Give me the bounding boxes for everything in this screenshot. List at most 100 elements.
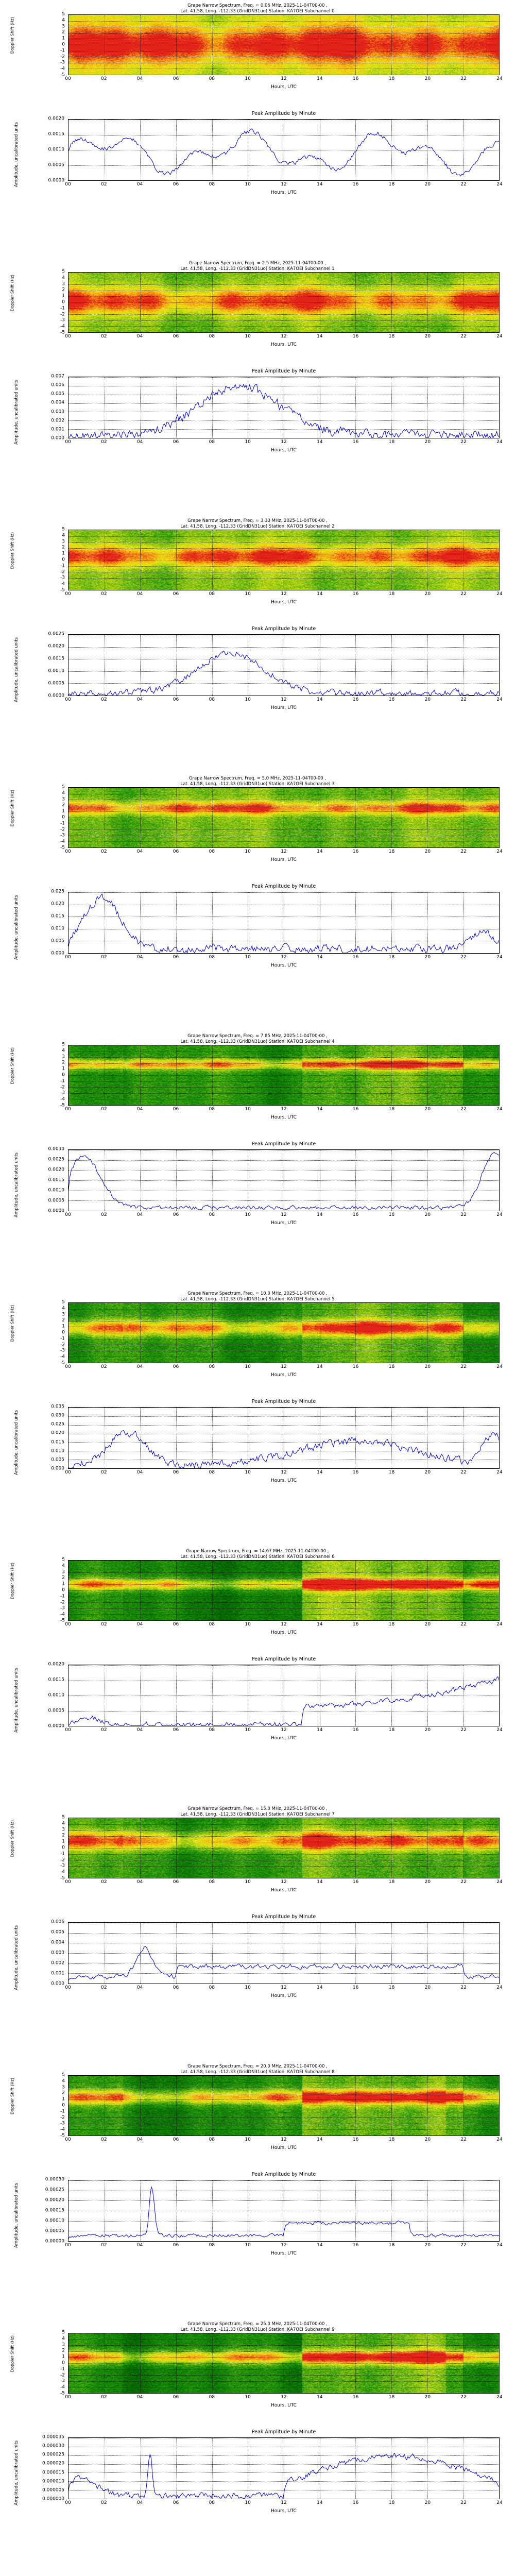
spectrogram-title-line2: Lat. 41.58, Long. -112.33 (GridDN31uo) S… [180, 781, 335, 787]
spec-xtick: 12 [281, 849, 287, 854]
spectrogram-image [68, 2076, 499, 2136]
spectrogram-wrap: Doppler Shift (Hz) 5 4 3 2 1 0 -1 -2 -3 -4 -5 00 02 04… [0, 269, 515, 349]
spec-xtick: 16 [352, 1879, 359, 1885]
line-xtick: 18 [388, 955, 395, 960]
line-xtick: 12 [281, 697, 287, 702]
spec-xtick: 24 [496, 1879, 503, 1885]
spec-xtick: 10 [245, 1622, 251, 1627]
line-ytick: 0.010 [51, 1448, 64, 1454]
peak-amplitude-title: Peak Amplitude by Minute [251, 884, 316, 889]
line-ytick: 0.000 [51, 1466, 64, 1471]
line-ytick: 0.0020 [48, 643, 65, 649]
spec-ytick: -3 [60, 317, 65, 323]
spec-xtick: 22 [460, 2137, 467, 2142]
spec-xtick: 00 [65, 2137, 71, 2142]
line-ytick: 0.0000 [48, 1723, 65, 1729]
spectrogram-wrap: Doppler Shift (Hz) 5 4 3 2 1 0 -1 -2 -3 -4 -5 00 02 04… [0, 12, 515, 92]
line-ytick: 0.005 [51, 391, 64, 397]
line-xtick: 20 [424, 439, 431, 445]
spectrogram-plot-area [68, 1045, 500, 1106]
line-ytick: 0.00005 [45, 2228, 64, 2234]
spectrogram-y-ticks: 5 4 3 2 1 0 -1 -2 -3 -4 -5 [52, 527, 66, 592]
line-ytick: 0.0015 [48, 1177, 65, 1183]
peak-amplitude-title: Peak Amplitude by Minute [251, 111, 316, 116]
peak-amplitude-x-ticks: 00 02 04 06 08 10 12 14 16 18 20 22 24 [65, 2500, 502, 2507]
spec-xtick: 06 [173, 2137, 179, 2142]
spectrogram-y-ticks: 5 4 3 2 1 0 -1 -2 -3 -4 -5 [52, 269, 66, 335]
spec-xtick: 16 [352, 849, 359, 854]
peak-amplitude-plot-area [68, 892, 500, 954]
spectrogram-image [68, 1561, 499, 1620]
line-xtick: 08 [209, 182, 215, 187]
spec-ytick: -2 [60, 312, 65, 317]
spec-xtick: 12 [281, 591, 287, 597]
spec-ytick: 3 [62, 2084, 65, 2090]
spec-xtick: 08 [209, 76, 215, 81]
line-xtick: 02 [101, 1727, 107, 1733]
spec-ytick: 5 [62, 784, 65, 790]
spec-xtick: 04 [136, 1622, 143, 1627]
peak-amplitude-series [68, 892, 499, 953]
spec-xtick: 14 [317, 1364, 323, 1369]
line-xtick: 02 [101, 439, 107, 445]
peak-amplitude-y-ticks: 0.0000 0.0005 0.0010 0.0015 0.0020 [10, 1662, 66, 1729]
line-ytick: 0.0000 [48, 1208, 65, 1214]
spectrogram-y-axis-label: Doppler Shift (Hz) [10, 1562, 15, 1600]
spec-xtick: 22 [460, 1622, 467, 1627]
spec-xtick: 16 [352, 76, 359, 81]
line-xtick: 00 [65, 1985, 71, 1990]
spectrogram-title-line1: Grape Narrow Spectrum, Freq. = 2.5 MHz, … [188, 261, 327, 266]
peak-amplitude-wrap: Peak Amplitude by Minute Amplitude, uncal… [0, 1399, 515, 1543]
spectrogram-title-line2: Lat. 41.58, Long. -112.33 (GridDN31uo) S… [180, 1811, 335, 1817]
line-ytick: 0.000 [51, 435, 64, 441]
spec-ytick: 0 [62, 1845, 65, 1851]
line-ytick: 0.005 [51, 938, 64, 944]
line-xtick: 06 [173, 1727, 179, 1733]
spec-xtick: 14 [317, 591, 323, 597]
line-ytick: 0.006 [51, 382, 64, 388]
spec-xtick: 00 [65, 1107, 71, 1112]
line-xtick: 16 [352, 955, 359, 960]
spec-xtick: 18 [388, 2137, 395, 2142]
spec-xtick: 16 [352, 591, 359, 597]
line-ytick: 0.0020 [48, 1167, 65, 1173]
spectrogram-plot-area [68, 1302, 500, 1363]
spec-xtick: 20 [424, 2395, 431, 2400]
line-xtick: 08 [209, 2243, 215, 2248]
line-ytick: 0.000015 [42, 2470, 64, 2476]
spec-xtick: 08 [209, 591, 215, 597]
spectrogram-wrap: Doppler Shift (Hz) 5 4 3 2 1 0 -1 -2 -3 -4 -5 00 02 04… [0, 1042, 515, 1122]
line-xtick: 22 [460, 1212, 467, 1217]
spec-xtick: 22 [460, 1364, 467, 1369]
spec-xtick: 02 [101, 1107, 107, 1112]
line-xtick: 00 [65, 2243, 71, 2248]
spec-ytick: -3 [60, 1863, 65, 1869]
spec-ytick: -4 [60, 2127, 65, 2132]
line-xtick: 10 [245, 439, 251, 445]
line-xtick: 22 [460, 1727, 467, 1733]
peak-amplitude-plot-area [68, 1149, 500, 1211]
line-xtick: 02 [101, 182, 107, 187]
spec-xtick: 14 [317, 76, 323, 81]
line-ytick: 0.0005 [48, 162, 65, 168]
spectrogram-x-axis-label: Hours, UTC [271, 342, 297, 347]
line-xtick: 18 [388, 439, 395, 445]
spec-ytick: 0 [62, 299, 65, 305]
peak-amplitude-wrap: Peak Amplitude by Minute Amplitude, uncal… [0, 1141, 515, 1285]
spec-ytick: 2 [62, 287, 65, 293]
spectrum-panel-group-6: Grape Narrow Spectrum, Freq. = 14.67 MHz… [0, 1546, 515, 1803]
peak-amplitude-x-axis-label: Hours, UTC [271, 963, 297, 968]
line-xtick: 04 [136, 2500, 143, 2505]
spec-ytick: 1 [62, 1839, 65, 1844]
spec-xtick: 10 [245, 849, 251, 854]
spec-xtick: 20 [424, 591, 431, 597]
line-ytick: 0.005 [51, 1929, 64, 1935]
spec-xtick: 10 [245, 1107, 251, 1112]
peak-amplitude-y-ticks: 0.000000 0.000005 0.000010 0.000015 0.000020… [10, 2435, 66, 2501]
spectrogram-plot-area [68, 2075, 500, 2136]
spec-xtick: 04 [136, 591, 143, 597]
spec-xtick: 04 [136, 1364, 143, 1369]
spec-xtick: 16 [352, 2395, 359, 2400]
line-xtick: 08 [209, 1212, 215, 1217]
spectrogram-y-ticks: 5 4 3 2 1 0 -1 -2 -3 -4 -5 [52, 1300, 66, 1365]
